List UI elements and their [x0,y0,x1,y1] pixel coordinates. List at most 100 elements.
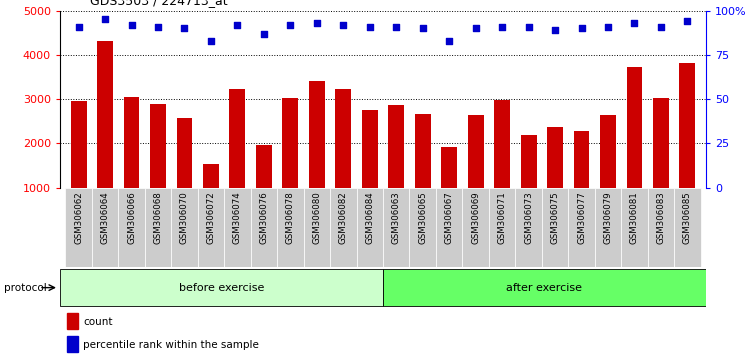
Point [549,27,561,33]
Bar [71,101,86,188]
Point [285,22,297,28]
Point [231,22,243,28]
Point [417,25,429,31]
Text: GDS3503 / 224713_at: GDS3503 / 224713_at [90,0,228,7]
Point [443,38,455,44]
Bar [60,269,383,306]
Bar [303,188,330,267]
Bar [415,114,430,188]
Text: GSM306064: GSM306064 [101,192,110,244]
Bar [388,105,404,188]
Bar [171,188,198,267]
Bar [65,188,92,267]
Text: GSM306076: GSM306076 [259,192,268,244]
Point [125,22,137,28]
Bar [230,89,246,188]
Bar [541,188,569,267]
Point [311,20,323,26]
Point [602,24,614,29]
Bar [119,188,145,267]
Bar [67,313,78,329]
Point [391,24,403,29]
Bar [515,188,541,267]
Bar [198,188,225,267]
Text: GSM306073: GSM306073 [524,192,533,244]
Text: count: count [83,317,113,327]
Bar [647,188,674,267]
Bar [621,188,647,267]
Bar [489,188,515,267]
Text: GSM306085: GSM306085 [683,192,692,244]
Bar [626,67,642,188]
Bar [251,188,277,267]
Text: GSM306081: GSM306081 [630,192,639,244]
Text: GSM306078: GSM306078 [286,192,295,244]
Text: GSM306082: GSM306082 [339,192,348,244]
Bar [150,104,166,188]
Text: GSM306063: GSM306063 [392,192,401,244]
Bar [277,188,303,267]
Bar [336,89,351,188]
Point [655,24,667,29]
Point [629,20,641,26]
Text: GSM306066: GSM306066 [127,192,136,244]
Point [575,25,587,31]
Point [469,25,481,31]
Text: GSM306062: GSM306062 [74,192,83,244]
Point [205,38,217,44]
Text: GSM306072: GSM306072 [207,192,216,244]
Bar [256,145,272,188]
Bar [176,118,192,188]
Text: percentile rank within the sample: percentile rank within the sample [83,340,259,350]
Bar [309,81,324,188]
Bar [595,188,621,267]
Point [496,24,508,29]
Text: GSM306074: GSM306074 [233,192,242,244]
Bar [574,131,590,188]
Bar [383,269,706,306]
Text: GSM306079: GSM306079 [604,192,613,244]
Point [363,24,376,29]
Text: GSM306071: GSM306071 [498,192,507,244]
Text: after exercise: after exercise [506,282,583,293]
Bar [145,188,171,267]
Bar [600,115,616,188]
Text: GSM306069: GSM306069 [471,192,480,244]
Bar [468,115,484,188]
Bar [124,97,140,188]
Bar [92,188,119,267]
Text: protocol: protocol [4,282,47,293]
Bar [330,188,357,267]
Bar [383,188,409,267]
Bar [357,188,383,267]
Bar [203,164,219,188]
Bar [569,188,595,267]
Text: GSM306070: GSM306070 [180,192,189,244]
Text: GSM306067: GSM306067 [445,192,454,244]
Bar [436,188,463,267]
Text: GSM306077: GSM306077 [577,192,586,244]
Bar [520,135,536,188]
Bar [442,147,457,188]
Bar [494,100,510,188]
Bar [282,98,298,188]
Text: GSM306065: GSM306065 [418,192,427,244]
Point [523,24,535,29]
Bar [680,63,695,188]
Point [152,24,164,29]
Bar [463,188,489,267]
Text: GSM306084: GSM306084 [365,192,374,244]
Bar [409,188,436,267]
Bar [674,188,701,267]
Bar [653,98,669,188]
Point [337,22,349,28]
Point [179,25,191,31]
Bar [67,336,78,352]
Text: before exercise: before exercise [179,282,264,293]
Point [99,17,111,22]
Bar [225,188,251,267]
Text: GSM306080: GSM306080 [312,192,321,244]
Bar [97,41,113,188]
Bar [362,110,378,188]
Text: GSM306075: GSM306075 [550,192,559,244]
